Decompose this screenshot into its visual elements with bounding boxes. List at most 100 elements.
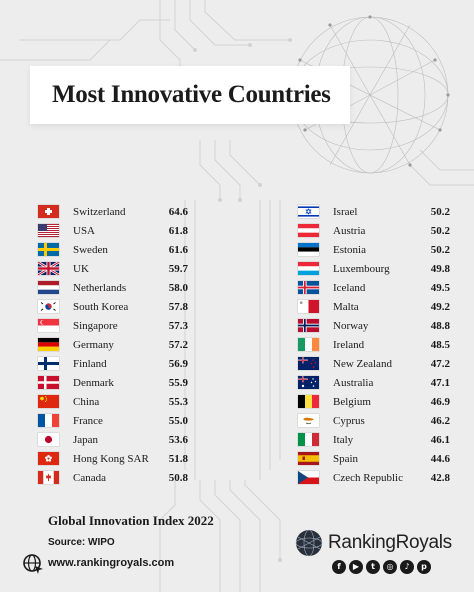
flag-icon-be [298,395,319,408]
ranking-row: Germany 57.2 [38,335,188,354]
ranking-row: Italy 46.1 [298,430,450,449]
flag-icon-us [38,224,59,237]
innovation-score: 44.6 [430,452,450,465]
instagram-icon[interactable]: ◎ [383,560,397,574]
flag-icon-fi [38,357,59,370]
innovation-score: 51.8 [168,452,188,465]
ranking-row: Japan 53.6 [38,430,188,449]
innovation-score: 49.2 [430,300,450,313]
country-name: Malta [333,300,359,313]
innovation-score: 55.3 [168,395,188,408]
ranking-row: USA 61.8 [38,221,188,240]
flag-icon-lu [298,262,319,275]
website-link[interactable]: www.rankingroyals.com [48,557,175,569]
country-name: Belgium [333,395,371,408]
innovation-score: 59.7 [168,262,188,275]
ranking-row: Czech Republic 42.8 [298,468,450,487]
ranking-row: Netherlands 58.0 [38,278,188,297]
innovation-score: 61.6 [168,243,188,256]
flag-icon-nl [38,281,59,294]
flag-icon-ca [38,471,59,484]
country-name: Luxembourg [333,262,390,275]
innovation-score: 57.3 [168,319,188,332]
country-name: South Korea [73,300,129,313]
flag-icon-gb [38,262,59,275]
country-name: Norway [333,319,369,332]
index-title: Global Innovation Index 2022 [48,513,214,528]
brand-name: RankingRoyals [328,532,452,553]
flag-icon-sg [38,319,59,332]
country-name: France [73,414,103,427]
flag-icon-at [298,224,319,237]
innovation-score: 46.1 [430,433,450,446]
innovation-score: 48.5 [430,338,450,351]
country-name: UK [73,262,89,275]
flag-icon-se [38,243,59,256]
innovation-score: 61.8 [168,224,188,237]
pinterest-icon[interactable]: p [417,560,431,574]
flag-icon-ee [298,243,319,256]
page-title: Most Innovative Countries [52,81,331,108]
flag-icon-fr [38,414,59,427]
flag-icon-cy [298,414,319,427]
ranking-row: Israel 50.2 [298,202,450,221]
globe-cursor-icon [23,554,43,574]
ranking-row: Ireland 48.5 [298,335,450,354]
country-name: Singapore [73,319,118,332]
country-name: Iceland [333,281,366,294]
flag-icon-hk [38,452,59,465]
flag-icon-il [298,205,319,218]
ranking-row: Switzerland 64.6 [38,202,188,221]
innovation-score: 46.2 [430,414,450,427]
country-name: New Zealand [333,357,392,370]
flag-icon-ch [38,205,59,218]
ranking-row: Spain 44.6 [298,449,450,468]
left-ranking-column: Switzerland 64.6 USA 61.8 Sweden 61.6 UK 59.7 Ne… [38,202,188,487]
ranking-row: Malta 49.2 [298,297,450,316]
ranking-row: UK 59.7 [38,259,188,278]
ranking-row: Denmark 55.9 [38,373,188,392]
flag-icon-de [38,338,59,351]
ranking-row: Norway 48.8 [298,316,450,335]
flag-icon-jp [38,433,59,446]
social-icons: f ▶ t ◎ ♪ p [332,560,431,574]
ranking-row: Belgium 46.9 [298,392,450,411]
innovation-score: 50.2 [430,224,450,237]
ranking-row: Finland 56.9 [38,354,188,373]
innovation-score: 46.9 [430,395,450,408]
innovation-score: 48.8 [430,319,450,332]
innovation-score: 55.0 [168,414,188,427]
innovation-score: 47.1 [430,376,450,389]
innovation-score: 55.9 [168,376,188,389]
innovation-score: 56.9 [168,357,188,370]
innovation-score: 57.2 [168,338,188,351]
tiktok-icon[interactable]: ♪ [400,560,414,574]
country-name: Estonia [333,243,366,256]
flag-icon-au [298,376,319,389]
innovation-score: 50.2 [430,243,450,256]
facebook-icon[interactable]: f [332,560,346,574]
innovation-score: 50.8 [168,471,188,484]
innovation-score: 58.0 [168,281,188,294]
innovation-score: 42.8 [430,471,450,484]
country-name: USA [73,224,96,237]
country-name: Japan [73,433,99,446]
country-name: Netherlands [73,281,127,294]
twitter-icon[interactable]: t [366,560,380,574]
country-name: Sweden [73,243,108,256]
country-name: Germany [73,338,114,351]
title-band: Most Innovative Countries [30,66,350,124]
ranking-row: Singapore 57.3 [38,316,188,335]
flag-icon-nz [298,357,319,370]
country-name: Canada [73,471,106,484]
country-name: Spain [333,452,359,465]
country-name: Israel [333,205,358,218]
country-name: Hong Kong SAR [73,452,149,465]
country-name: Finland [73,357,107,370]
ranking-row: Iceland 49.5 [298,278,450,297]
brand: RankingRoyals [294,528,452,558]
youtube-icon[interactable]: ▶ [349,560,363,574]
ranking-row: China 55.3 [38,392,188,411]
innovation-score: 64.6 [168,205,188,218]
country-name: Austria [333,224,366,237]
